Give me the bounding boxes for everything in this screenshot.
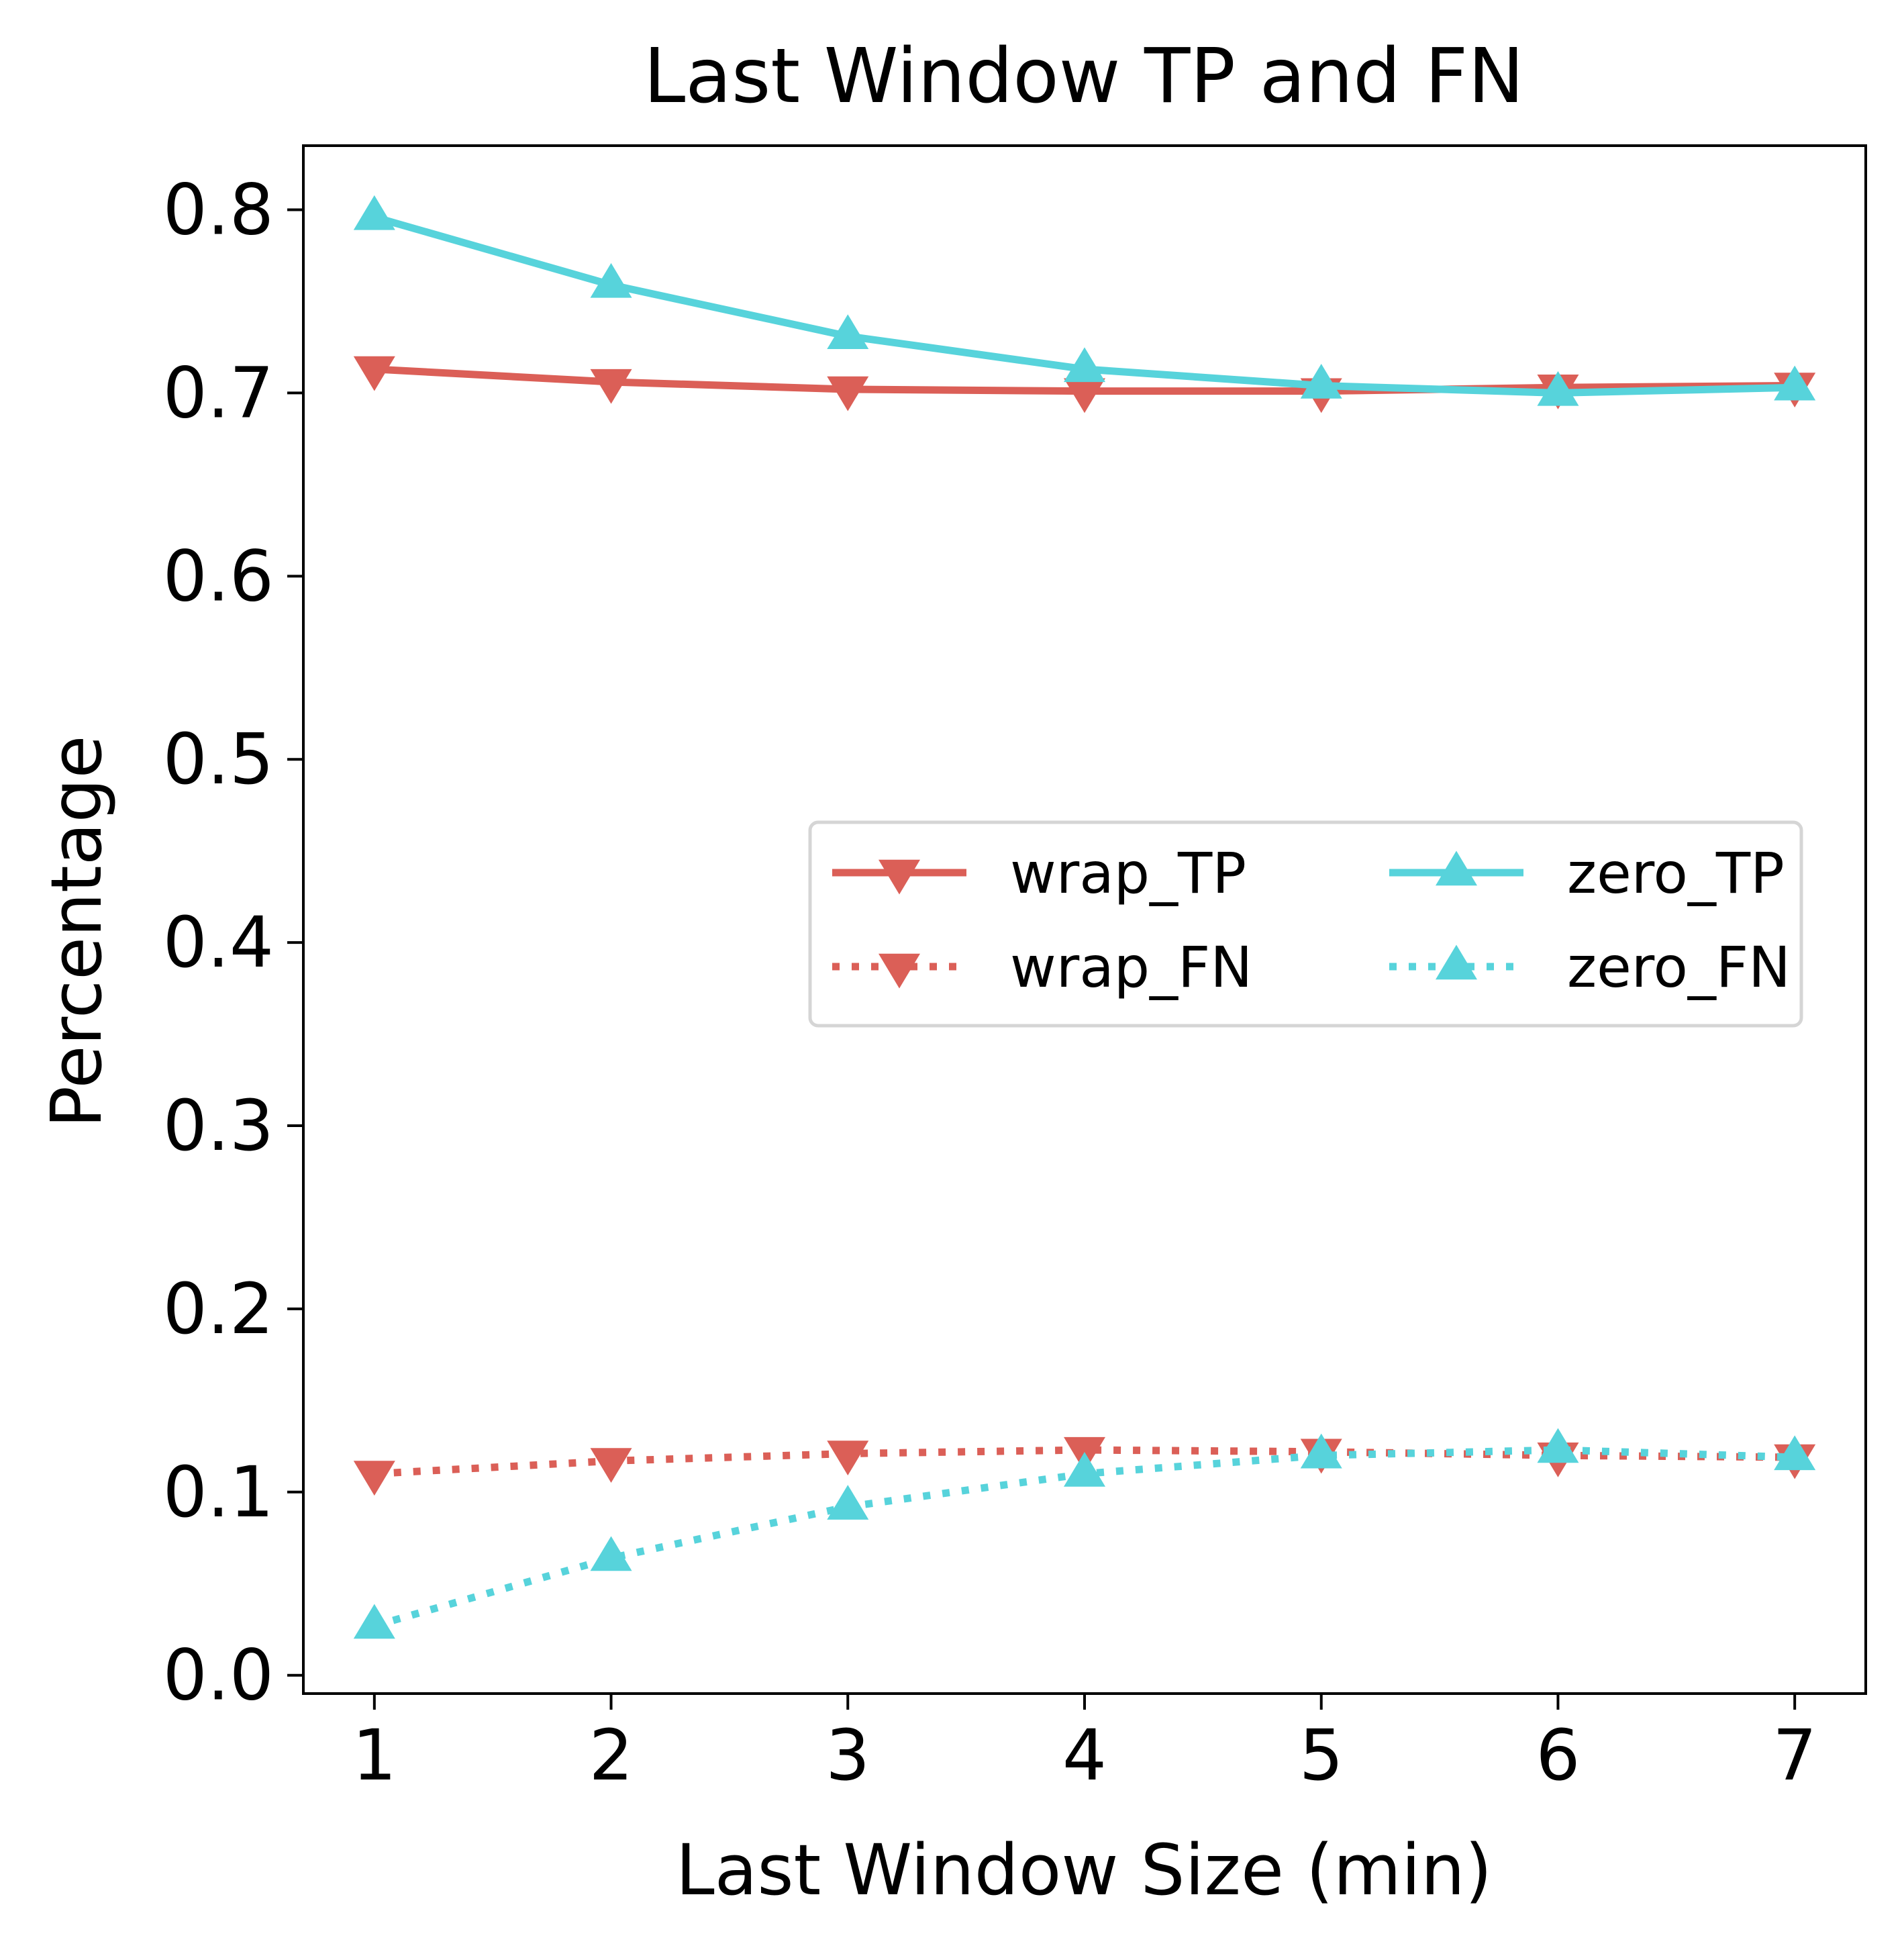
point-wrap_TP: [590, 369, 632, 404]
y-axis-label: Percentage: [36, 735, 117, 1128]
point-wrap_FN: [827, 1441, 869, 1476]
point-zero_FN: [1537, 1428, 1579, 1463]
x-tick-label: 3: [825, 1714, 870, 1796]
chart-title: Last Window TP and FN: [644, 33, 1524, 120]
x-axis-label: Last Window Size (min): [676, 1829, 1493, 1911]
x-tick-label: 1: [352, 1714, 397, 1796]
point-zero_FN: [827, 1485, 869, 1520]
y-tick-label: 0.7: [163, 352, 274, 434]
point-wrap_FN: [590, 1448, 632, 1483]
point-zero_TP: [1064, 347, 1105, 383]
point-zero_FN: [590, 1536, 632, 1571]
legend-label-wrap_TP: wrap_TP: [1010, 840, 1246, 906]
legend-marker-wrap_TP: [879, 859, 920, 895]
plot-area: [302, 144, 1867, 1695]
point-wrap_TP: [1064, 378, 1105, 413]
legend-label-zero_FN: zero_FN: [1567, 934, 1791, 1000]
legend-label-wrap_FN: wrap_FN: [1010, 934, 1252, 1000]
point-zero_FN: [353, 1604, 395, 1639]
legend-marker-zero_FN: [1436, 944, 1477, 980]
y-tick-label: 0.1: [163, 1451, 274, 1533]
legend-label-zero_TP: zero_TP: [1567, 840, 1785, 906]
y-tick-label: 0.6: [163, 535, 274, 617]
y-tick-label: 0.4: [163, 901, 274, 983]
point-zero_FN: [1064, 1451, 1105, 1487]
x-tick-label: 6: [1536, 1714, 1580, 1796]
x-tick-label: 4: [1062, 1714, 1107, 1796]
legend-marker-wrap_FN: [879, 953, 920, 989]
point-zero_TP: [1537, 371, 1579, 406]
point-zero_TP: [1300, 363, 1342, 399]
x-axis-ticks: 1 2 3 4 5 6 7: [352, 1694, 1817, 1796]
point-zero_FN: [1300, 1433, 1342, 1469]
y-tick-label: 0.8: [163, 169, 274, 251]
point-wrap_TP: [353, 356, 395, 391]
point-zero_TP: [1774, 365, 1816, 401]
point-zero_TP: [590, 262, 632, 298]
y-axis-ticks: 0.0 0.1 0.2 0.3 0.4 0.5 0.6 0.7 0.8: [163, 169, 303, 1716]
point-zero_TP: [353, 195, 395, 230]
x-tick-label: 7: [1772, 1714, 1817, 1796]
y-tick-label: 0.5: [163, 718, 274, 800]
y-tick-label: 0.0: [163, 1634, 274, 1716]
legend: wrap_TP wrap_FN zero_TP zero_FN: [808, 820, 1803, 1028]
x-tick-label: 2: [589, 1714, 633, 1796]
point-zero_TP: [827, 314, 869, 350]
legend-marker-zero_TP: [1436, 850, 1477, 886]
legend-box: [808, 820, 1803, 1028]
y-tick-label: 0.3: [163, 1085, 274, 1167]
point-wrap_FN: [353, 1461, 395, 1496]
point-zero_FN: [1774, 1435, 1816, 1471]
point-wrap_TP: [827, 376, 869, 411]
y-tick-label: 0.2: [163, 1268, 274, 1350]
x-tick-label: 5: [1299, 1714, 1344, 1796]
